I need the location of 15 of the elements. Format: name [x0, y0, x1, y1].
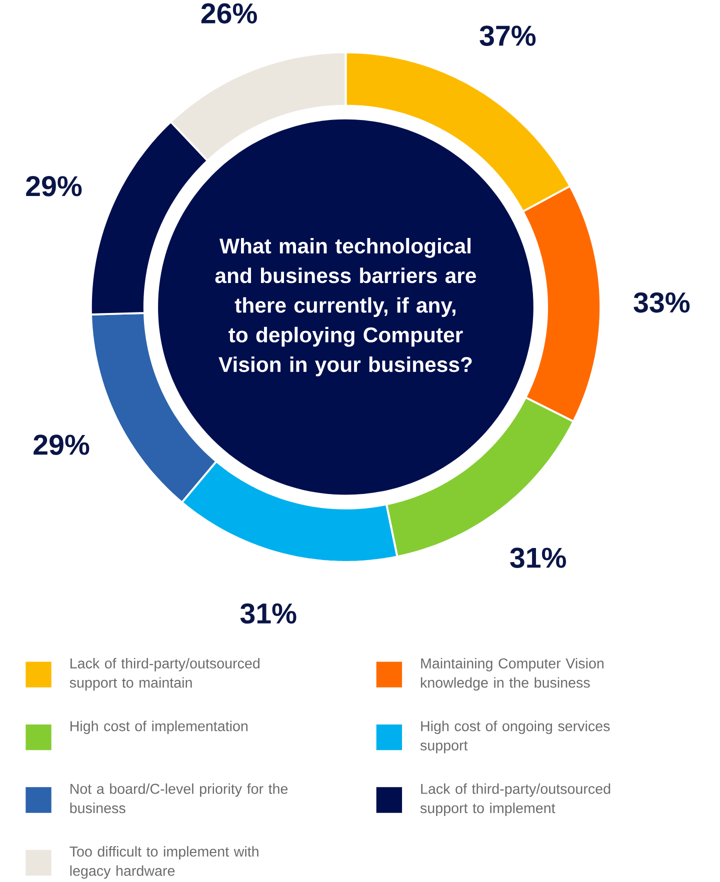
data-label: 31%: [240, 603, 296, 624]
data-label: 33%: [634, 292, 690, 313]
legend-label: Lack of third-party/outsourced support to maintain: [70, 658, 260, 691]
legend-label: High cost of implementation: [70, 720, 248, 734]
data-label: 26%: [201, 3, 257, 24]
text: What main technological and business barriers are there currently, if any, to deploying Computer Vision in your business?: [215, 238, 476, 376]
data-label: 29%: [26, 176, 82, 196]
legend-label: Too difficult to implement with legacy hardware: [70, 846, 258, 879]
legend-label: High cost of ongoing services support: [420, 720, 610, 754]
data-label: 37%: [480, 26, 536, 46]
data-label: 29%: [34, 434, 90, 455]
legend-label: Maintaining Computer Vision knowledge in the business: [420, 658, 604, 691]
legend-label: Not a board/C-level priority for the business: [70, 783, 288, 814]
legend-label: Lack of third-party/outsourced support to implement: [420, 783, 610, 816]
data-label: 31%: [510, 548, 566, 568]
